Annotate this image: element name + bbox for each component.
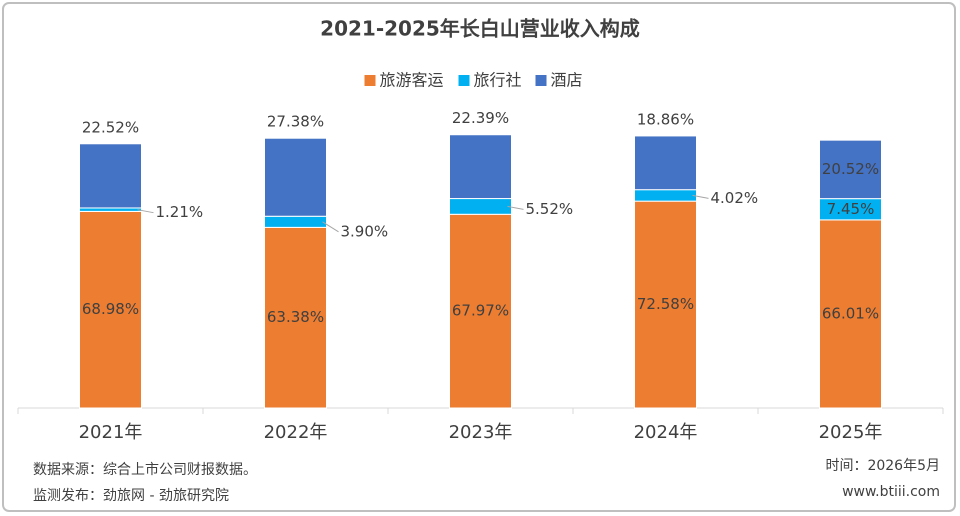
bar-segment [634,200,697,409]
data-label: 1.21% [156,203,204,221]
bar-segment [79,143,142,209]
bar-segment [634,135,697,191]
data-label: 68.98% [82,300,139,318]
data-label: 27.38% [267,113,324,131]
data-label: 66.01% [822,304,879,322]
legend-swatch [458,75,470,86]
leader-line [137,209,154,214]
chart-title: 2021-2025年长白山营业收入构成 [320,17,640,41]
x-tick-label: 2025年 [819,422,883,443]
data-label: 4.02% [711,189,759,207]
data-label: 5.52% [526,200,574,218]
bar-segment [634,189,697,202]
date-note: 时间：2026年5月 [825,458,940,474]
bar-segment [449,198,512,215]
legend-label: 旅游客运 [380,71,444,90]
bar-segment [264,226,327,409]
bar-segment [79,207,142,212]
website: www.btiii.com [842,484,940,500]
publisher-note: 监测发布：劲旅网 - 劲旅研究院 [33,488,229,504]
legend-swatch [535,75,547,86]
x-tick-label: 2021年 [79,422,143,443]
x-tick-label: 2022年 [264,422,328,443]
data-label: 20.52% [822,160,879,178]
source-note: 数据来源：综合上市公司财报数据。 [33,461,257,478]
data-label: 67.97% [452,302,509,320]
bar-segment [819,219,882,409]
legend-label: 酒店 [551,71,583,90]
data-label: 22.39% [452,109,509,127]
bar-segment [264,137,327,217]
legend-label: 旅行社 [474,71,522,90]
data-label: 7.45% [827,200,875,218]
bar-segment [264,215,327,228]
leader-line [507,205,524,210]
legend-swatch [364,75,376,86]
bar-segment [819,139,882,200]
data-label: 63.38% [267,308,324,326]
data-label: 3.90% [341,222,389,240]
data-label: 72.58% [637,295,694,313]
data-label: 18.86% [637,110,694,128]
x-tick-label: 2024年 [634,422,698,443]
leader-line [322,221,339,233]
leader-line [692,194,709,199]
bar-segment [449,134,512,200]
data-label: 22.52% [82,118,139,136]
x-tick-label: 2023年 [449,422,513,443]
